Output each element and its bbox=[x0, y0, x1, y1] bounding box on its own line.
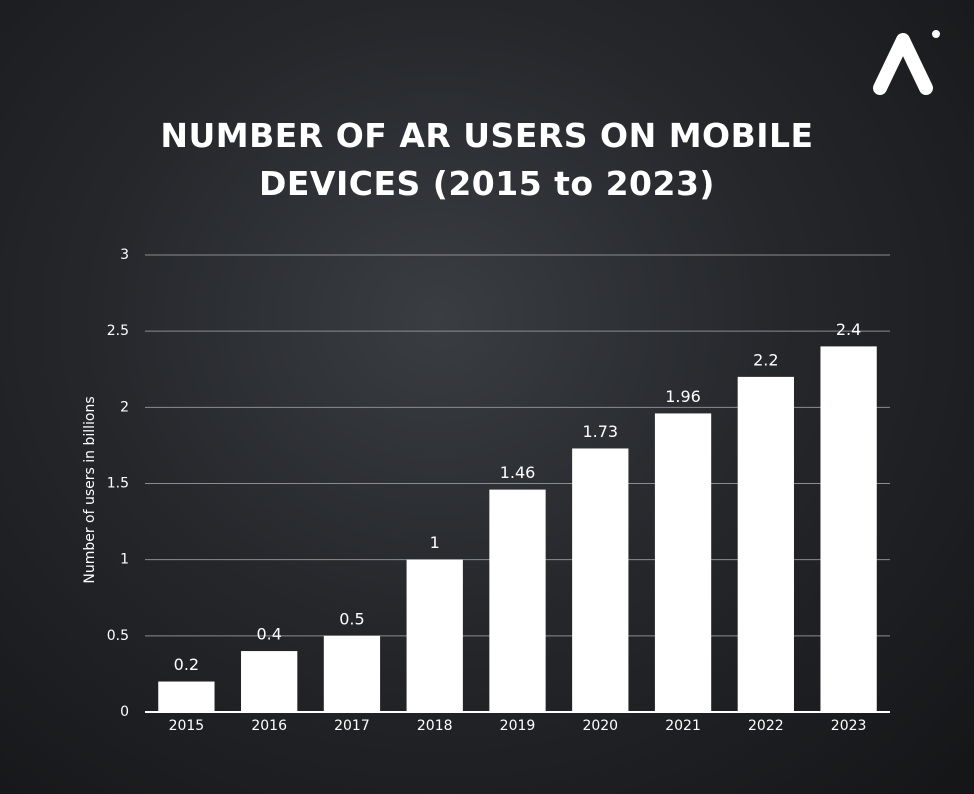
logo-mark bbox=[873, 33, 933, 95]
logo-dot bbox=[932, 30, 940, 38]
x-tick-label: 2016 bbox=[251, 718, 287, 734]
value-label: 1.96 bbox=[665, 387, 701, 406]
x-tick-label: 2018 bbox=[417, 718, 453, 734]
value-label: 0.5 bbox=[339, 609, 364, 628]
bar bbox=[158, 681, 215, 712]
x-tick-label: 2021 bbox=[665, 718, 701, 734]
y-tick-label: 3 bbox=[120, 247, 129, 263]
y-tick-label: 2 bbox=[120, 399, 129, 415]
bar bbox=[489, 489, 546, 712]
y-tick-label: 0 bbox=[120, 704, 129, 720]
x-tick-label: 2023 bbox=[831, 718, 867, 734]
bar bbox=[323, 635, 381, 712]
x-tick-label: 2019 bbox=[500, 718, 536, 734]
value-label: 0.4 bbox=[256, 625, 281, 644]
x-tick-label: 2017 bbox=[334, 718, 370, 734]
bar bbox=[406, 559, 463, 712]
x-tick-label: 2020 bbox=[582, 718, 618, 734]
y-tick-label: 1.5 bbox=[107, 476, 129, 492]
y-tick-label: 1 bbox=[120, 552, 129, 568]
y-tick-label: 0.5 bbox=[107, 628, 129, 644]
bar bbox=[654, 413, 712, 712]
value-label: 1 bbox=[430, 533, 440, 552]
x-tick-label: 2022 bbox=[748, 718, 784, 734]
bar bbox=[572, 448, 629, 712]
logo bbox=[873, 30, 940, 95]
value-label: 1.46 bbox=[500, 463, 536, 482]
x-tick-label: 2015 bbox=[169, 718, 205, 734]
bar bbox=[820, 346, 877, 712]
value-label: 0.2 bbox=[174, 655, 199, 674]
y-tick-label: 2.5 bbox=[107, 323, 129, 339]
value-label: 1.73 bbox=[582, 422, 618, 441]
bar bbox=[737, 376, 794, 712]
y-axis-label: Number of users in billions bbox=[82, 396, 98, 583]
value-label: 2.2 bbox=[753, 350, 778, 369]
bar bbox=[241, 651, 298, 712]
value-label: 2.4 bbox=[836, 320, 861, 339]
chart-title: NUMBER OF AR USERS ON MOBILE DEVICES (20… bbox=[160, 116, 814, 203]
